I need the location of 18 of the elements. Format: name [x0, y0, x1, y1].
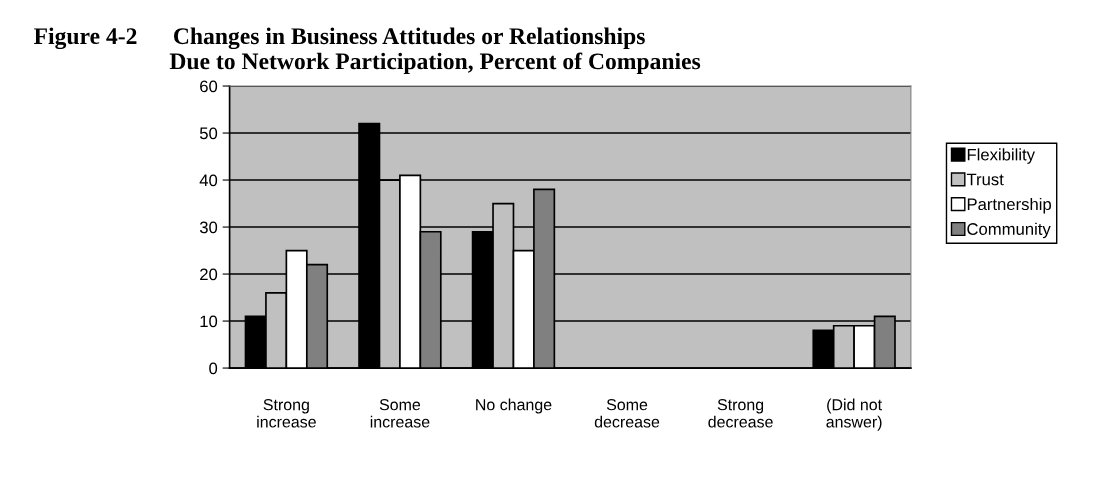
y-tick-label: 50 — [199, 127, 218, 140]
legend-label: Trust — [966, 173, 1004, 186]
y-tick-label: 30 — [199, 221, 218, 234]
y-tick-label: 40 — [199, 174, 218, 187]
legend-label: Partnership — [967, 197, 1052, 214]
x-tick-label: Some decrease — [594, 399, 660, 428]
legend-label: Flexibility — [967, 148, 1035, 164]
x-tick-label: No change — [476, 398, 552, 414]
x-tick-label: Strong decrease — [708, 399, 773, 428]
y-tick-label: 60 — [200, 80, 218, 93]
y-tick-label: 0 — [209, 362, 218, 375]
chart-title: Figure 4-2 Changes in Business Attitudes or Relationships Due to Network Participation, Percent of Companies — [34, 27, 701, 75]
y-tick-label: 10 — [200, 315, 218, 328]
x-tick-label: Some increase — [370, 399, 430, 428]
x-tick-label: (Did not answer) — [826, 398, 882, 431]
y-tick-label: 20 — [200, 268, 218, 281]
x-tick-label: Strong increase — [257, 399, 316, 428]
legend-label: Community — [967, 222, 1051, 239]
